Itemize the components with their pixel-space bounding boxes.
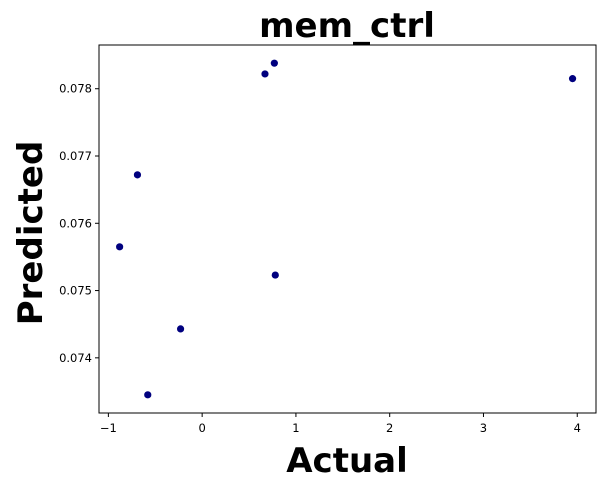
y-tick-label: 0.074 xyxy=(59,351,92,365)
data-point xyxy=(116,243,124,251)
x-tick-label: 2 xyxy=(386,421,393,435)
y-axis-title: Predicted xyxy=(11,141,51,326)
y-tick-label: 0.078 xyxy=(59,82,92,96)
plot-frame xyxy=(98,44,597,414)
data-point xyxy=(568,75,577,83)
x-tick-label: −1 xyxy=(100,421,117,435)
data-point xyxy=(176,325,185,333)
y-tick-label: 0.077 xyxy=(59,149,92,163)
plot-area: −1 0 1 2 3 4 0.074 0.075 0.076 0.077 0.078 xyxy=(59,44,597,435)
x-tick-label: 4 xyxy=(574,421,581,435)
data-point xyxy=(133,171,142,179)
data-point xyxy=(261,70,269,78)
x-tick-label: 3 xyxy=(480,421,487,435)
chart-title: mem_ctrl xyxy=(259,6,435,46)
data-point xyxy=(271,271,279,279)
x-axis-title: Actual xyxy=(286,441,408,481)
data-point xyxy=(270,59,278,67)
data-point xyxy=(144,391,152,399)
y-tick-label: 0.075 xyxy=(59,284,92,298)
y-tick-label: 0.076 xyxy=(59,216,92,230)
x-tick-label: 0 xyxy=(198,421,205,435)
x-tick-label: 1 xyxy=(292,421,299,435)
